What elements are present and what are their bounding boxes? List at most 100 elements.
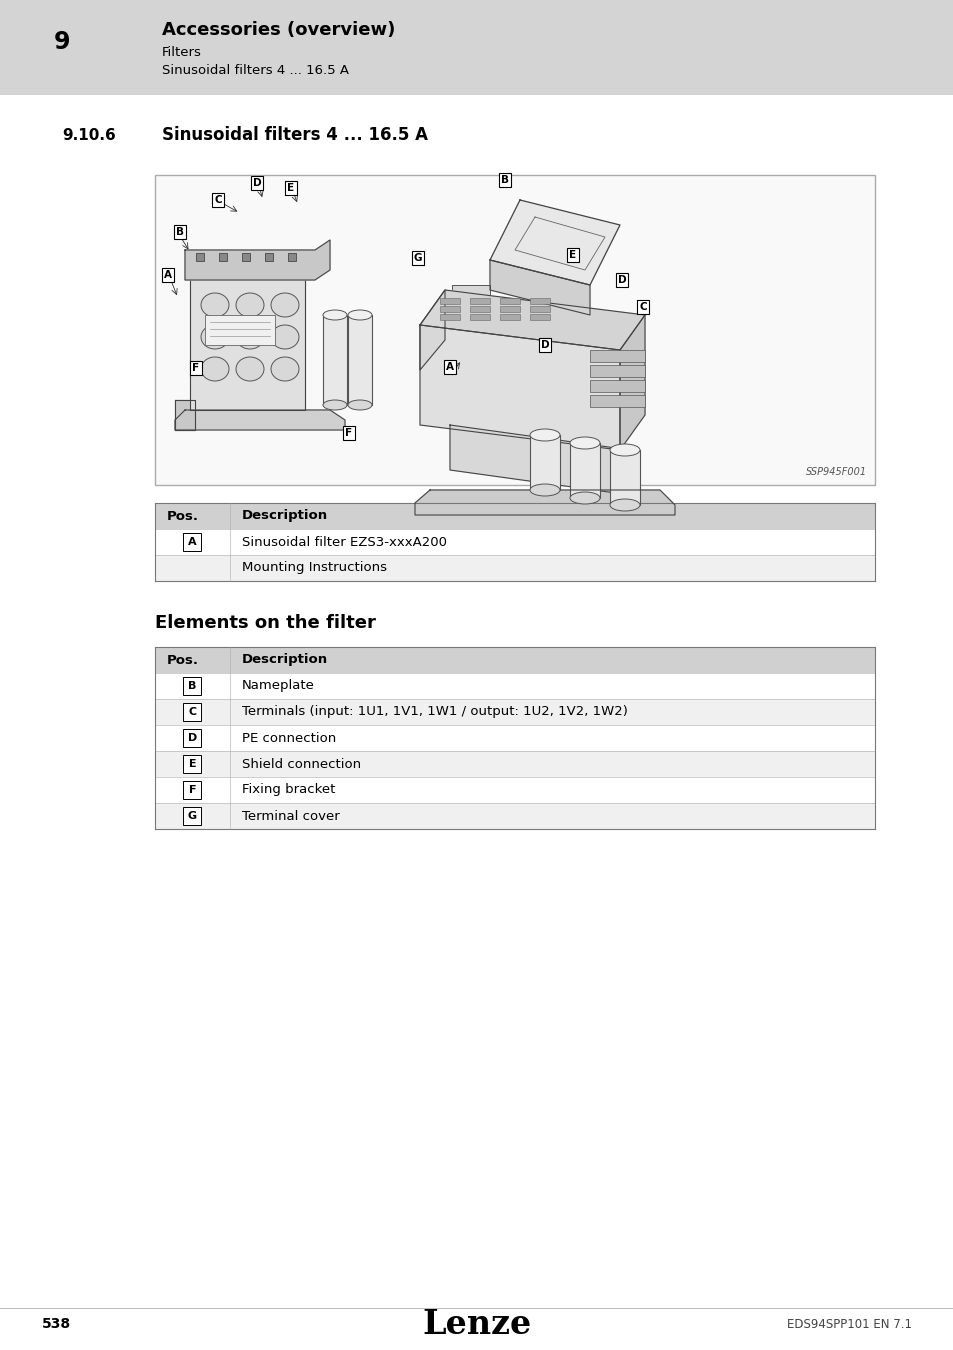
Bar	[154, 674, 874, 699]
Bar	[154, 803, 874, 829]
Text: Accessories (overview): Accessories (overview)	[162, 22, 395, 39]
Bar	[470, 306, 490, 312]
Ellipse shape	[530, 429, 559, 441]
Bar	[154, 529, 874, 555]
Bar	[499, 315, 519, 320]
Text: E: E	[189, 759, 196, 769]
Bar	[499, 306, 519, 312]
Polygon shape	[415, 490, 675, 514]
Polygon shape	[185, 240, 330, 279]
Ellipse shape	[235, 356, 264, 381]
Bar	[205, 315, 274, 346]
Bar	[288, 252, 295, 261]
Polygon shape	[450, 425, 629, 495]
Text: Sinusoidal filters 4 ... 16.5 A: Sinusoidal filters 4 ... 16.5 A	[162, 126, 428, 144]
Bar	[439, 306, 459, 312]
Text: Sinusoidal filter EZS3-xxxA200: Sinusoidal filter EZS3-xxxA200	[242, 536, 447, 548]
Bar	[154, 504, 874, 529]
Ellipse shape	[609, 500, 639, 512]
Polygon shape	[419, 290, 444, 370]
Ellipse shape	[235, 293, 264, 317]
Ellipse shape	[530, 485, 559, 495]
Text: 9: 9	[53, 30, 71, 54]
Text: F: F	[345, 428, 353, 437]
Text: B: B	[500, 176, 509, 185]
Ellipse shape	[609, 444, 639, 456]
Polygon shape	[490, 200, 619, 285]
Bar	[530, 315, 550, 320]
Ellipse shape	[569, 491, 599, 504]
Ellipse shape	[323, 310, 347, 320]
Bar	[183, 533, 201, 551]
Ellipse shape	[348, 310, 372, 320]
Bar	[589, 396, 644, 406]
Polygon shape	[174, 400, 194, 431]
Text: D: D	[540, 340, 549, 350]
Text: EDS94SPP101 EN 7.1: EDS94SPP101 EN 7.1	[786, 1318, 911, 1331]
Bar	[154, 555, 874, 580]
Text: SSP945F001: SSP945F001	[805, 467, 866, 477]
Text: Lenze: Lenze	[422, 1308, 531, 1341]
Text: Shield connection: Shield connection	[242, 757, 361, 771]
Bar	[589, 350, 644, 362]
Text: Filters: Filters	[162, 46, 202, 58]
Bar	[183, 755, 201, 774]
Text: F: F	[193, 363, 199, 373]
Text: D: D	[617, 275, 626, 285]
Text: Pos.: Pos.	[167, 653, 199, 667]
Text: Terminals (input: 1U1, 1V1, 1W1 / output: 1U2, 1V2, 1W2): Terminals (input: 1U1, 1V1, 1W1 / output…	[242, 706, 627, 718]
Text: A: A	[164, 270, 172, 279]
Bar	[195, 252, 204, 261]
Text: Elements on the filter: Elements on the filter	[154, 614, 375, 632]
Bar	[589, 379, 644, 391]
Text: Sinusoidal filters 4 ... 16.5 A: Sinusoidal filters 4 ... 16.5 A	[162, 63, 349, 77]
Polygon shape	[419, 325, 619, 450]
Text: C: C	[189, 707, 196, 717]
Bar	[530, 306, 550, 312]
Ellipse shape	[271, 293, 298, 317]
Polygon shape	[619, 315, 644, 450]
Bar	[154, 751, 874, 778]
Bar	[183, 782, 201, 799]
Bar	[154, 699, 874, 725]
Bar	[154, 647, 874, 674]
Bar	[530, 435, 559, 490]
Text: G: G	[188, 811, 197, 821]
Bar	[348, 315, 372, 405]
Bar	[470, 315, 490, 320]
Text: Description: Description	[242, 509, 328, 522]
Text: B: B	[175, 227, 184, 238]
Text: E: E	[569, 250, 576, 261]
Text: Nameplate: Nameplate	[242, 679, 314, 693]
Bar	[154, 778, 874, 803]
Text: Description: Description	[242, 653, 328, 667]
Bar	[183, 676, 201, 695]
Ellipse shape	[569, 437, 599, 450]
Text: D: D	[188, 733, 197, 743]
Ellipse shape	[271, 356, 298, 381]
Text: C: C	[214, 194, 222, 205]
Bar	[569, 443, 599, 498]
Ellipse shape	[348, 400, 372, 410]
Bar	[265, 252, 273, 261]
Text: G: G	[414, 252, 422, 263]
Text: A: A	[446, 362, 454, 373]
Polygon shape	[174, 410, 345, 431]
Bar	[452, 285, 490, 310]
Bar	[470, 298, 490, 304]
Bar	[183, 729, 201, 747]
Bar	[154, 176, 874, 485]
Text: PE connection: PE connection	[242, 732, 335, 744]
Polygon shape	[490, 261, 589, 315]
Polygon shape	[190, 275, 305, 410]
Text: Pos.: Pos.	[167, 509, 199, 522]
Text: Mounting Instructions: Mounting Instructions	[242, 562, 387, 575]
Text: C: C	[639, 302, 646, 312]
Ellipse shape	[201, 293, 229, 317]
Bar	[242, 252, 250, 261]
Text: Terminal cover: Terminal cover	[242, 810, 339, 822]
Text: 9.10.6: 9.10.6	[62, 127, 115, 143]
Ellipse shape	[235, 325, 264, 350]
Bar	[439, 298, 459, 304]
Text: Fixing bracket: Fixing bracket	[242, 783, 335, 796]
